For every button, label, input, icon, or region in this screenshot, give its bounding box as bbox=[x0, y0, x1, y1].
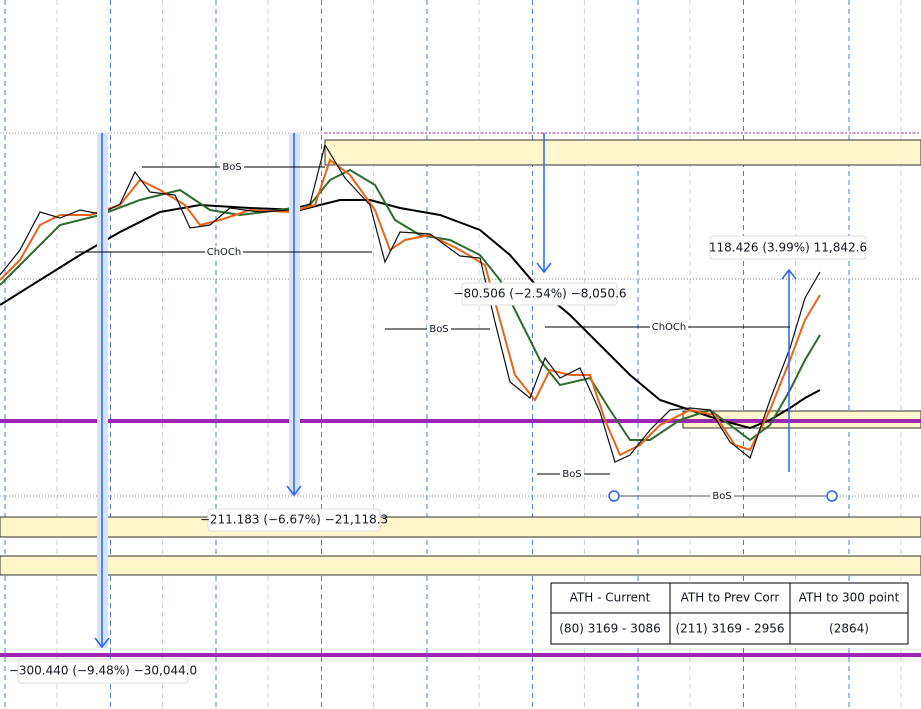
label-bg bbox=[710, 490, 734, 502]
arrow-head bbox=[781, 268, 797, 280]
demand-zone bbox=[0, 555, 921, 576]
structure-label: ChOCh bbox=[652, 322, 687, 333]
structure-label: BoS bbox=[712, 491, 731, 502]
measure-label: −300.440 (−9.48%) −30,044.0 bbox=[9, 664, 197, 678]
measure-box bbox=[709, 235, 867, 260]
arrow-head bbox=[536, 262, 552, 274]
table-header: ATH to Prev Corr bbox=[681, 591, 780, 605]
structure-label: BoS bbox=[429, 324, 448, 335]
measure-label: −80.506 (−2.54%) −8,050.6 bbox=[453, 287, 626, 301]
moving-average-mid bbox=[0, 168, 821, 442]
measure-box bbox=[461, 282, 618, 306]
moving-average-fast bbox=[0, 158, 821, 457]
label-bg bbox=[220, 161, 244, 173]
structure-label: ChOCh bbox=[207, 247, 242, 258]
price-path bbox=[0, 143, 821, 463]
label-bg bbox=[560, 468, 584, 480]
structure-label: BoS bbox=[222, 162, 241, 173]
table-cell: (211) 3169 - 2956 bbox=[675, 622, 784, 636]
table-header: ATH - Current bbox=[570, 591, 651, 605]
label-bg bbox=[650, 321, 688, 333]
demand-zone bbox=[0, 516, 921, 538]
measure-box bbox=[207, 508, 381, 532]
measure-box bbox=[17, 658, 189, 684]
arrow-head bbox=[286, 485, 302, 497]
table-cell: (2864) bbox=[829, 622, 869, 636]
measure-label: −211.183 (−6.67%) −21,118.3 bbox=[200, 513, 388, 527]
moving-average-slow bbox=[0, 199, 821, 430]
structure-label: BoS bbox=[562, 469, 581, 480]
measure-label: 118.426 (3.99%) 11,842.6 bbox=[709, 241, 867, 255]
vertical-grid bbox=[4, 0, 902, 709]
table-header: ATH to 300 point bbox=[799, 591, 900, 605]
label-bg bbox=[205, 246, 243, 258]
stats-table: ATH - Current ATH to Prev Corr ATH to 30… bbox=[550, 582, 909, 645]
anchor-point bbox=[826, 490, 838, 502]
table-cell: (80) 3169 - 3086 bbox=[559, 622, 660, 636]
supply-zone bbox=[324, 139, 921, 166]
arrow-head bbox=[94, 637, 110, 649]
anchor-point bbox=[608, 490, 620, 502]
label-bg bbox=[427, 323, 451, 335]
